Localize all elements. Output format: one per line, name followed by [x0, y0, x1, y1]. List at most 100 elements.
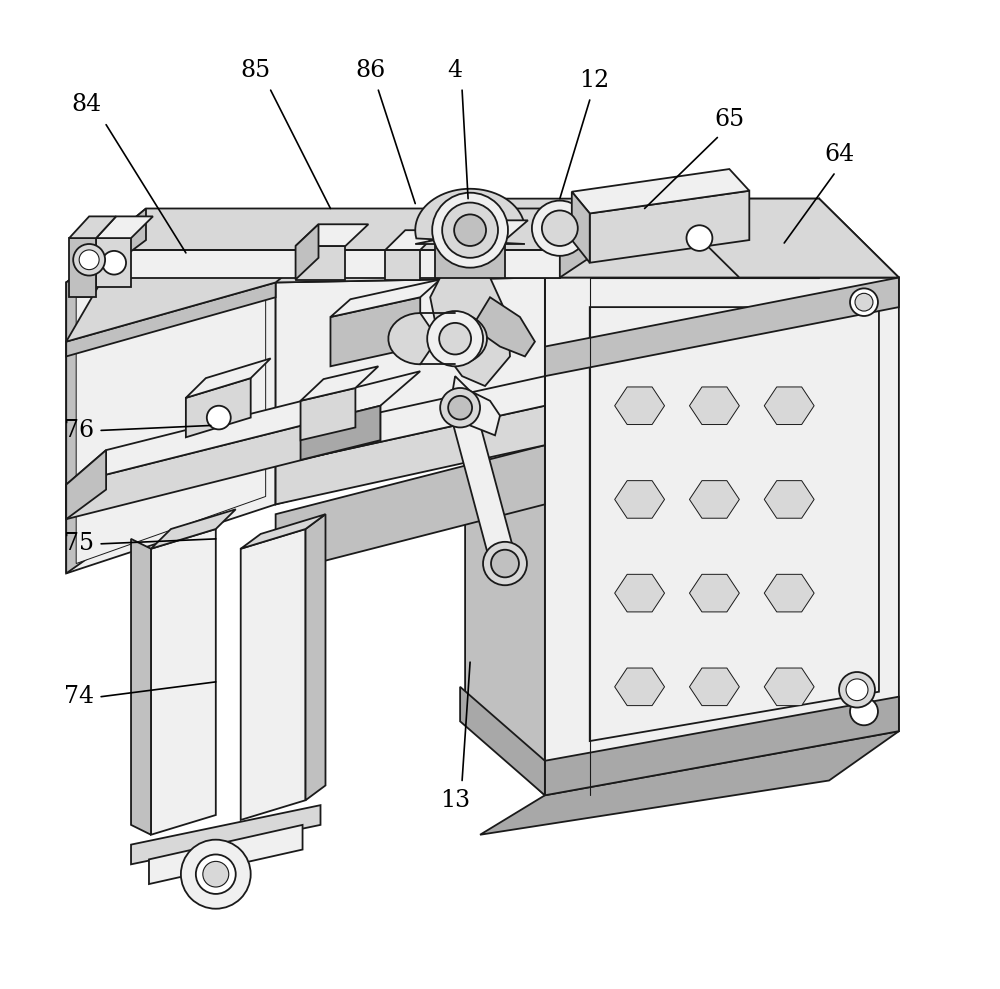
Polygon shape	[306, 514, 325, 800]
Circle shape	[483, 542, 527, 585]
Text: 85: 85	[241, 59, 271, 82]
Polygon shape	[66, 283, 276, 356]
Circle shape	[203, 861, 229, 887]
Polygon shape	[69, 217, 116, 238]
Polygon shape	[186, 378, 251, 437]
Polygon shape	[572, 169, 749, 214]
Polygon shape	[689, 481, 739, 518]
Polygon shape	[590, 308, 879, 741]
Polygon shape	[241, 529, 306, 820]
Polygon shape	[66, 283, 276, 574]
Polygon shape	[689, 575, 739, 612]
Polygon shape	[296, 225, 319, 280]
Polygon shape	[66, 371, 420, 485]
Polygon shape	[76, 298, 266, 564]
Polygon shape	[764, 575, 814, 612]
Circle shape	[79, 250, 99, 270]
Polygon shape	[186, 358, 271, 398]
Circle shape	[448, 396, 472, 419]
Polygon shape	[276, 405, 545, 504]
Polygon shape	[276, 445, 545, 574]
Polygon shape	[330, 280, 440, 317]
Polygon shape	[276, 209, 612, 283]
Circle shape	[440, 388, 480, 427]
Circle shape	[532, 201, 588, 256]
Polygon shape	[448, 405, 520, 574]
Circle shape	[491, 550, 519, 578]
Polygon shape	[764, 387, 814, 424]
Polygon shape	[388, 314, 487, 364]
Polygon shape	[66, 230, 340, 283]
Polygon shape	[151, 509, 236, 549]
Text: 65: 65	[714, 108, 744, 132]
Polygon shape	[131, 805, 320, 864]
Polygon shape	[615, 575, 665, 612]
Polygon shape	[96, 250, 560, 278]
Polygon shape	[749, 199, 819, 278]
Polygon shape	[301, 388, 355, 440]
Text: 12: 12	[580, 69, 610, 92]
Text: 76: 76	[64, 419, 94, 442]
Polygon shape	[560, 209, 612, 278]
Polygon shape	[450, 376, 500, 435]
Polygon shape	[96, 209, 146, 278]
Polygon shape	[545, 278, 899, 376]
Polygon shape	[96, 238, 131, 288]
Polygon shape	[301, 366, 378, 401]
Circle shape	[850, 697, 878, 725]
Polygon shape	[472, 298, 535, 356]
Polygon shape	[330, 298, 420, 366]
Circle shape	[427, 312, 483, 366]
Polygon shape	[96, 209, 612, 250]
Circle shape	[73, 244, 105, 276]
Polygon shape	[241, 514, 325, 549]
Text: 74: 74	[64, 685, 94, 708]
Circle shape	[855, 294, 873, 312]
Polygon shape	[764, 481, 814, 518]
Circle shape	[442, 203, 498, 258]
Circle shape	[839, 672, 875, 707]
Polygon shape	[131, 539, 151, 835]
Polygon shape	[764, 668, 814, 705]
Polygon shape	[96, 217, 153, 238]
Polygon shape	[615, 481, 665, 518]
Polygon shape	[149, 825, 303, 884]
Circle shape	[102, 251, 126, 275]
Polygon shape	[465, 199, 899, 278]
Polygon shape	[385, 230, 440, 250]
Polygon shape	[615, 387, 665, 424]
Text: 86: 86	[355, 59, 385, 82]
Circle shape	[686, 225, 712, 251]
Polygon shape	[615, 668, 665, 705]
Circle shape	[439, 322, 471, 354]
Polygon shape	[385, 250, 420, 280]
Polygon shape	[460, 686, 545, 795]
Polygon shape	[415, 189, 525, 244]
Polygon shape	[66, 450, 106, 519]
Polygon shape	[276, 278, 545, 504]
Circle shape	[196, 854, 236, 894]
Polygon shape	[296, 246, 345, 280]
Polygon shape	[276, 376, 545, 465]
Polygon shape	[430, 248, 510, 386]
Circle shape	[542, 211, 578, 246]
Polygon shape	[545, 278, 899, 795]
Polygon shape	[301, 405, 380, 460]
Polygon shape	[151, 529, 216, 835]
Circle shape	[850, 289, 878, 316]
Polygon shape	[66, 230, 340, 341]
Polygon shape	[480, 731, 899, 835]
Text: 13: 13	[440, 789, 470, 812]
Text: 75: 75	[64, 532, 94, 555]
Text: 4: 4	[448, 59, 463, 82]
Text: 84: 84	[71, 93, 101, 117]
Polygon shape	[435, 221, 528, 240]
Polygon shape	[435, 240, 505, 278]
Polygon shape	[545, 696, 899, 795]
Polygon shape	[66, 258, 101, 574]
Polygon shape	[689, 668, 739, 705]
Polygon shape	[572, 192, 590, 263]
Polygon shape	[66, 405, 380, 519]
Circle shape	[181, 840, 251, 909]
Polygon shape	[590, 191, 749, 263]
